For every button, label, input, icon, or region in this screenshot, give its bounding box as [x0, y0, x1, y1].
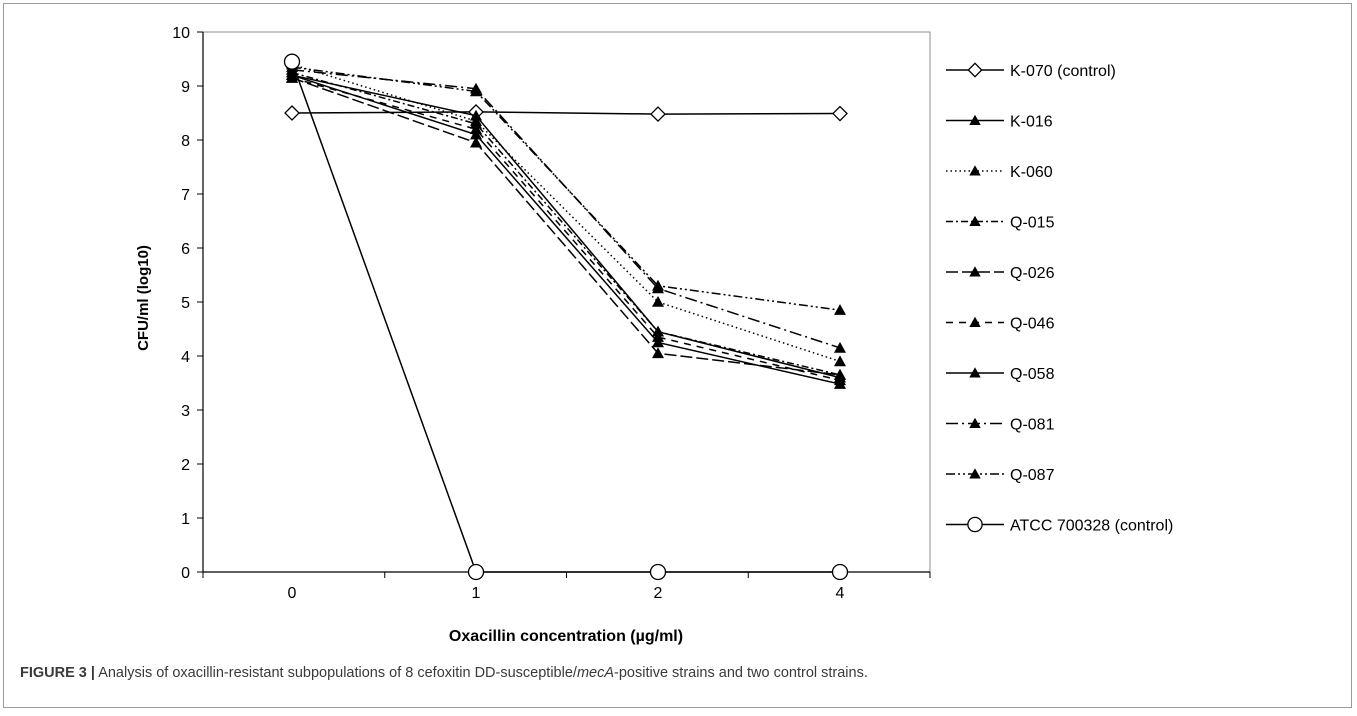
x-tick-label: 4 — [836, 585, 845, 602]
data-point — [650, 106, 666, 122]
legend-entry: K-070 (control) — [946, 62, 1116, 80]
series-k-060 — [286, 58, 846, 367]
data-point — [834, 355, 846, 367]
legend-marker — [967, 62, 983, 78]
legend-entry: Q-058 — [946, 366, 1055, 383]
series-k-070-control — [284, 104, 848, 122]
y-tick-label: 2 — [181, 457, 190, 474]
data-point — [649, 563, 667, 581]
y-tick-label: 1 — [181, 511, 190, 528]
legend-marker — [969, 468, 981, 479]
data-point — [834, 304, 846, 315]
y-tick-label: 4 — [181, 349, 190, 366]
caption-text-after: -positive strains and two control strain… — [614, 665, 868, 681]
legend-entry: K-016 — [946, 114, 1053, 131]
legend-label: ATCC 700328 (control) — [1010, 518, 1173, 535]
series-line — [291, 66, 841, 311]
y-axis-title: CFU/ml (log10) — [135, 245, 152, 351]
caption-label: FIGURE 3 | — [20, 665, 95, 681]
data-point — [652, 347, 664, 359]
data-point — [652, 279, 664, 291]
series-line — [291, 63, 841, 363]
legend-marker — [969, 316, 981, 328]
legend-entry: ATCC 700328 (control) — [946, 516, 1173, 535]
data-point — [467, 563, 485, 581]
series-line — [291, 61, 840, 573]
y-tick-label: 10 — [172, 25, 190, 42]
legend-marker — [969, 367, 981, 378]
legend-label: Q-058 — [1010, 366, 1055, 383]
x-tick-label: 0 — [288, 585, 297, 602]
series-q-081 — [286, 63, 846, 353]
series-q-058 — [286, 69, 846, 389]
y-tick-label: 5 — [181, 295, 190, 312]
legend-entry: Q-046 — [946, 316, 1055, 333]
x-tick-label: 2 — [654, 585, 663, 602]
series-line — [291, 71, 841, 376]
caption-text-before: Analysis of oxacillin-resistant subpopul… — [94, 665, 577, 681]
series-line — [291, 74, 841, 385]
legend-entry: Q-015 — [946, 215, 1055, 232]
data-point — [832, 105, 848, 122]
legend-marker — [967, 516, 983, 533]
legend-entry: K-060 — [946, 164, 1053, 181]
data-point — [831, 563, 849, 581]
chart-legend: K-070 (control) K-016 K-060 Q-015 Q-026 Q-046… — [946, 62, 1173, 535]
y-tick-label: 6 — [181, 241, 190, 258]
legend-marker — [969, 114, 981, 126]
y-tick-label: 3 — [181, 403, 190, 420]
data-point — [834, 341, 846, 353]
data-point — [834, 378, 846, 389]
series-line — [291, 77, 841, 376]
x-axis-title: Oxacillin concentration (µg/ml) — [449, 628, 683, 645]
legend-marker — [969, 165, 981, 176]
legend-marker — [969, 417, 981, 429]
legend-label: K-060 — [1010, 164, 1053, 181]
series-line — [291, 77, 841, 382]
legend-entry: Q-081 — [946, 417, 1055, 434]
legend-label: Q-081 — [1010, 417, 1055, 434]
y-tick-label: 0 — [181, 565, 190, 582]
data-point — [470, 136, 482, 148]
legend-label: K-016 — [1010, 114, 1053, 131]
data-point — [652, 296, 664, 307]
series-atcc-700328-control — [283, 53, 849, 581]
series-line — [291, 111, 841, 115]
chart-series — [283, 53, 849, 581]
caption-gene: mecA — [576, 665, 615, 681]
legend-label: Q-046 — [1010, 316, 1055, 333]
legend-entry: Q-026 — [946, 265, 1055, 282]
legend-entry: Q-087 — [946, 467, 1055, 484]
data-point — [470, 128, 482, 140]
legend-marker — [969, 266, 981, 277]
y-tick-label: 9 — [181, 79, 190, 96]
series-line — [291, 74, 841, 379]
legend-label: K-070 (control) — [1010, 63, 1116, 80]
data-point — [652, 336, 664, 348]
data-point — [283, 53, 301, 70]
figure-frame — [3, 3, 1352, 708]
x-tick-label: 1 — [472, 585, 481, 602]
y-tick-label: 7 — [181, 187, 190, 204]
y-tick-label: 8 — [181, 133, 190, 150]
legend-marker — [969, 215, 981, 227]
legend-label: Q-026 — [1010, 265, 1055, 282]
legend-label: Q-087 — [1010, 467, 1055, 484]
figure-caption: FIGURE 3 | Analysis of oxacillin-resista… — [20, 664, 1340, 682]
series-q-046 — [286, 71, 846, 386]
series-q-026 — [286, 71, 846, 380]
data-point — [470, 85, 482, 97]
legend-label: Q-015 — [1010, 215, 1055, 232]
data-point — [284, 105, 300, 121]
series-line — [291, 69, 841, 349]
